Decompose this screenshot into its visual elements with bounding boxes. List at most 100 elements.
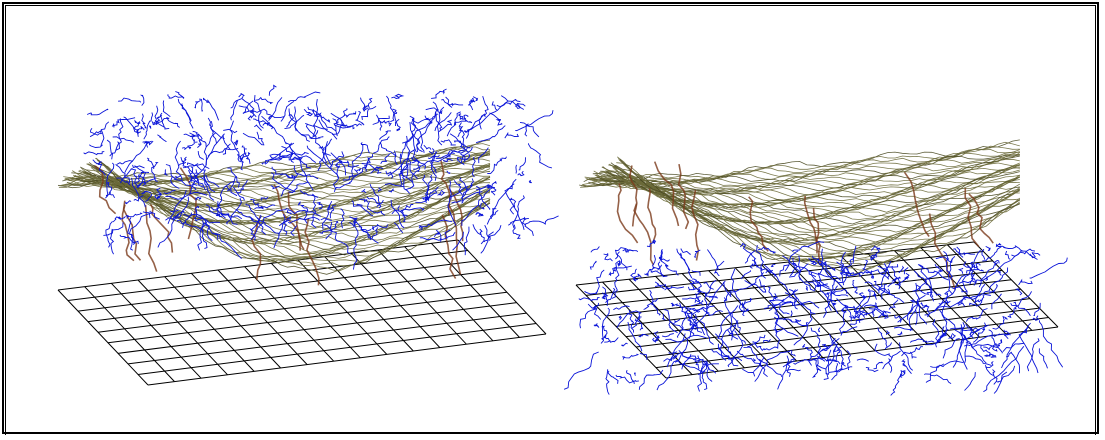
stream-segment bbox=[106, 139, 113, 160]
stream-segment bbox=[445, 96, 453, 108]
stream-segment bbox=[1002, 342, 1025, 352]
stream-segment bbox=[868, 308, 889, 319]
stream-segment bbox=[920, 302, 928, 309]
stream-segment bbox=[428, 148, 435, 155]
stream-segment bbox=[376, 114, 383, 131]
stream-segment bbox=[413, 159, 421, 172]
stream-segment bbox=[197, 151, 205, 160]
stream-segment bbox=[496, 98, 521, 108]
stream-segment bbox=[360, 106, 377, 120]
grid-line bbox=[708, 270, 798, 362]
stream-segment bbox=[626, 369, 639, 382]
stream-segment bbox=[678, 349, 697, 361]
stream-segment bbox=[697, 360, 708, 392]
stream-segment bbox=[691, 270, 701, 276]
stream-segment bbox=[790, 350, 797, 357]
stream-segment bbox=[1018, 278, 1033, 286]
stream-segment bbox=[348, 154, 374, 184]
ridge-line bbox=[150, 204, 174, 253]
stream-segment bbox=[311, 108, 319, 117]
stream-segment bbox=[630, 268, 639, 282]
stream-segment bbox=[694, 293, 701, 303]
stream-segment bbox=[688, 307, 701, 313]
ridge-line bbox=[647, 188, 657, 244]
stream-segment bbox=[838, 267, 851, 284]
stream-segment bbox=[311, 193, 317, 229]
stream-segment bbox=[154, 105, 159, 120]
stream-segment bbox=[197, 219, 208, 251]
panel-right bbox=[563, 139, 1068, 396]
contour-line bbox=[587, 153, 1020, 192]
stream-segment bbox=[652, 335, 660, 343]
stream-segment bbox=[759, 358, 783, 377]
stream-segment bbox=[241, 96, 257, 118]
stream-segment bbox=[692, 357, 704, 363]
stream-segment bbox=[214, 232, 242, 260]
stream-segment bbox=[914, 282, 920, 326]
stream-segment bbox=[707, 249, 720, 271]
stream-segment bbox=[784, 292, 796, 304]
stream-segment bbox=[718, 305, 739, 338]
stream-segment bbox=[860, 312, 869, 318]
stream-segment bbox=[777, 357, 795, 390]
stream-segment bbox=[703, 281, 714, 290]
stream-segment bbox=[165, 164, 197, 191]
stream-segment bbox=[838, 310, 847, 334]
stream-segment bbox=[756, 245, 766, 279]
stream-segment bbox=[963, 261, 971, 272]
stream-segment bbox=[442, 157, 453, 163]
stream-segment bbox=[142, 141, 149, 148]
stream-segment bbox=[227, 167, 240, 188]
stream-segment bbox=[487, 158, 501, 174]
ridge-line bbox=[121, 204, 135, 262]
stream-segment bbox=[661, 313, 666, 321]
stream-segment bbox=[159, 112, 165, 128]
stream-segment bbox=[765, 269, 777, 277]
stream-segment bbox=[870, 247, 880, 260]
stream-segment bbox=[966, 263, 981, 274]
stream-segment bbox=[195, 196, 202, 202]
stream-segment bbox=[378, 120, 392, 127]
stream-segment bbox=[449, 133, 469, 153]
stream-segment bbox=[894, 314, 902, 323]
stream-segment bbox=[112, 136, 135, 143]
stream-segment bbox=[180, 156, 204, 188]
stream-segment bbox=[951, 286, 967, 293]
stream-segment bbox=[504, 178, 517, 192]
stream-segment bbox=[973, 294, 991, 304]
stream-segment bbox=[909, 299, 921, 307]
grid-line bbox=[297, 259, 388, 355]
stream-segment bbox=[991, 344, 998, 352]
stream-segment bbox=[115, 163, 131, 184]
stream-segment bbox=[486, 180, 497, 189]
stream-segment bbox=[888, 358, 893, 373]
stream-segment bbox=[965, 308, 988, 322]
stream-segment bbox=[840, 304, 849, 313]
stream-segment bbox=[704, 279, 717, 313]
grid-line bbox=[628, 278, 719, 372]
ridge-line bbox=[441, 214, 457, 279]
stream-segment bbox=[793, 311, 813, 346]
stream-segment bbox=[316, 201, 323, 210]
stream-segment bbox=[877, 327, 888, 348]
contour-line bbox=[616, 156, 1021, 263]
stream-segment bbox=[325, 222, 333, 240]
stream-segment bbox=[992, 315, 1008, 330]
stream-segment bbox=[852, 279, 858, 294]
ridge-line bbox=[251, 216, 262, 281]
stream-segment bbox=[962, 329, 981, 344]
ridge-line bbox=[616, 183, 639, 244]
stream-segment bbox=[461, 136, 471, 149]
stream-segment bbox=[925, 363, 945, 383]
stream-segment bbox=[119, 168, 133, 184]
stream-segment bbox=[890, 369, 903, 396]
stream-segment bbox=[965, 341, 998, 349]
stream-segment bbox=[192, 131, 203, 148]
stream-segment bbox=[174, 174, 182, 181]
stream-segment bbox=[947, 333, 957, 340]
stream-segment bbox=[670, 302, 687, 310]
stream-segment bbox=[423, 144, 432, 150]
stream-segment bbox=[105, 162, 115, 199]
stream-segment bbox=[433, 231, 440, 237]
stream-segment bbox=[139, 94, 145, 106]
